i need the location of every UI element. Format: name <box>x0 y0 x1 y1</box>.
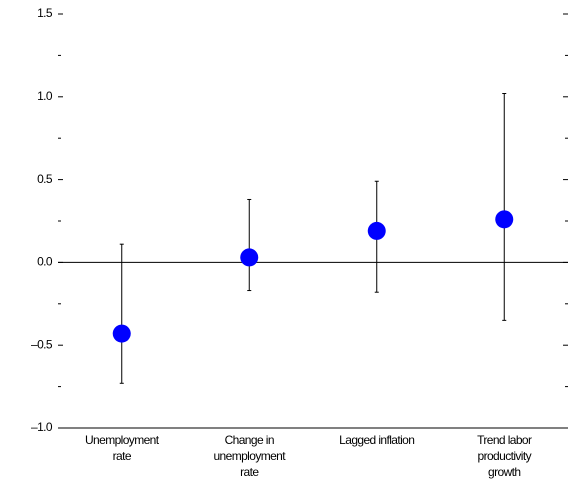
x-tick-label: growth <box>488 465 520 479</box>
x-tick-label: productivity <box>478 449 532 463</box>
x-tick-label: Trend labor <box>477 433 532 447</box>
x-tick-label: Unemployment <box>85 433 160 447</box>
x-tick-label: Lagged inflation <box>339 433 414 447</box>
y-tick-label: 1.5 <box>37 6 53 20</box>
x-tick-label: Change in <box>225 433 274 447</box>
y-tick-label: 1.0 <box>37 89 53 103</box>
y-tick-label: 0.5 <box>37 172 53 186</box>
x-tick-label: unemployment <box>213 449 286 463</box>
dot <box>495 210 514 229</box>
dot <box>112 324 131 343</box>
x-tick-label: rate <box>240 465 259 479</box>
y-tick-label: 0.0 <box>37 255 53 269</box>
x-tick-label: rate <box>113 449 132 463</box>
dot <box>367 221 386 240</box>
y-tick-label: –0.5 <box>31 337 53 351</box>
y-tick-label: –1.0 <box>31 420 53 434</box>
dot <box>240 248 259 267</box>
